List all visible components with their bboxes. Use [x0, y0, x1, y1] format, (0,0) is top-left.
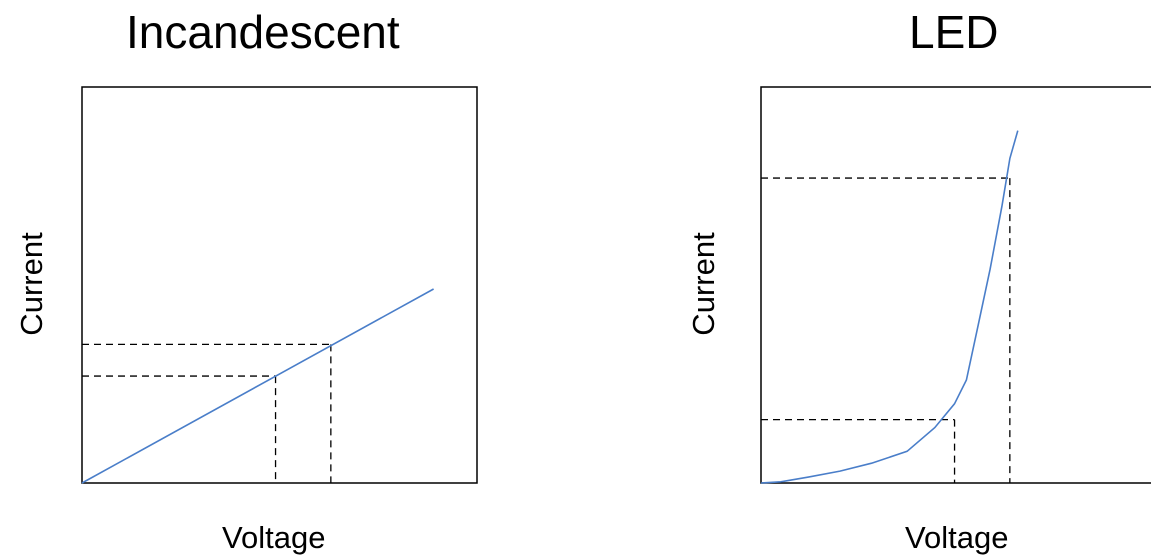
plot-frame-left [81, 86, 478, 484]
series-line-right-1 [760, 130, 1019, 484]
x-axis-label-right: Voltage [905, 520, 1009, 555]
chart-title-left: Incandescent [126, 6, 400, 58]
series-line-left-1 [81, 288, 434, 484]
plot-frame-right [760, 86, 1151, 484]
chart-title-right: LED [909, 6, 999, 58]
x-axis-label-left: Voltage [222, 520, 326, 555]
